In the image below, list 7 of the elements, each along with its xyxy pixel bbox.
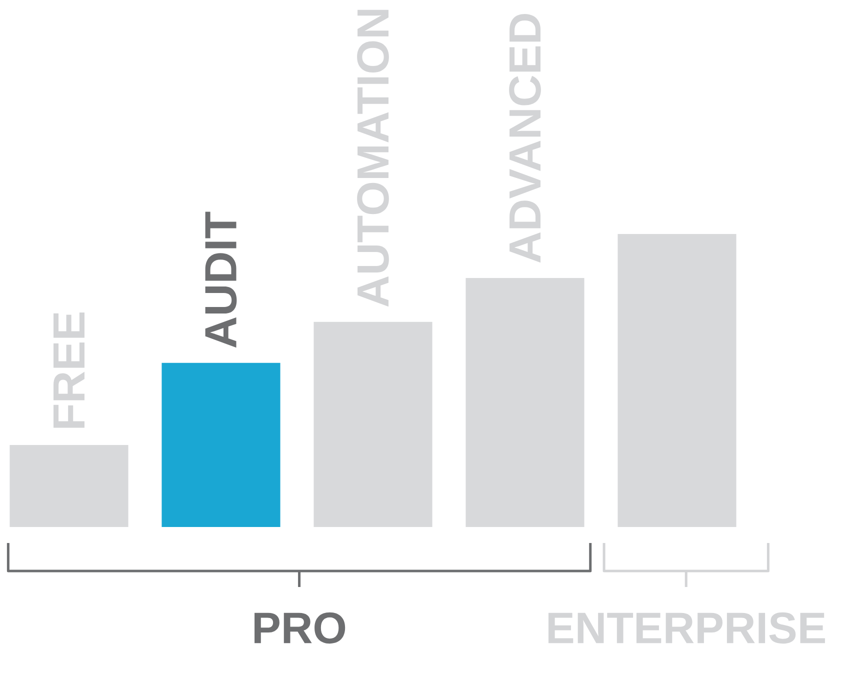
bar [314,322,432,528]
bar [10,444,128,528]
x-tick-label: AUDIT [205,212,237,348]
text: PRO [254,612,346,644]
bar [466,278,584,528]
bar [618,234,736,528]
bar [162,362,280,528]
